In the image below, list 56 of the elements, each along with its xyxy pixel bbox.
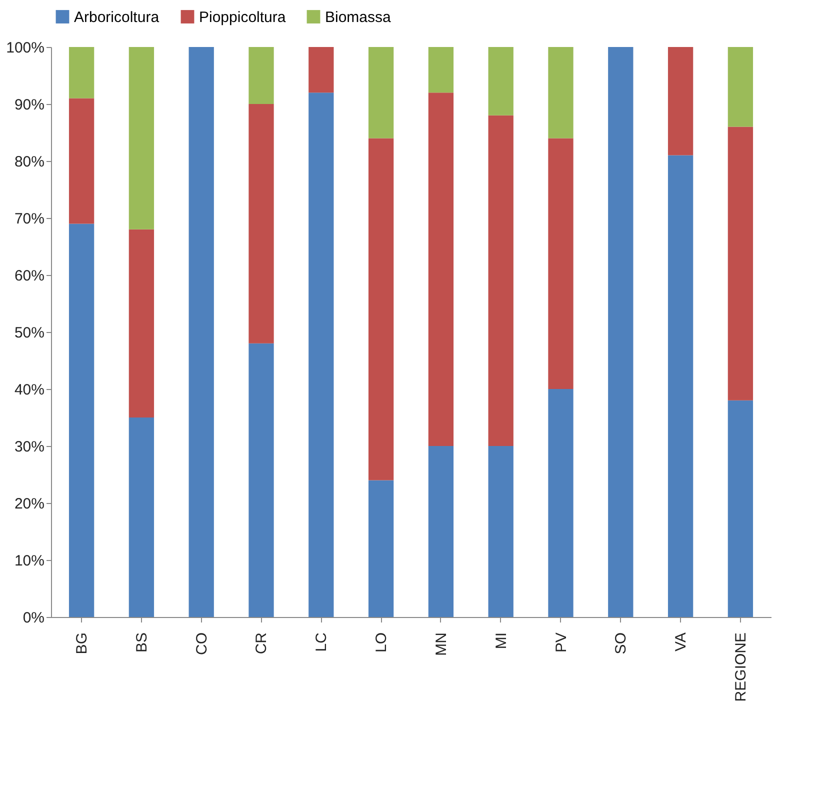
x-tick-label: VA	[672, 632, 690, 652]
bar	[728, 126, 754, 400]
x-tick-label: MN	[432, 632, 450, 656]
bar	[128, 47, 154, 230]
bar	[728, 47, 754, 127]
bar	[488, 446, 514, 617]
bar	[248, 104, 274, 344]
x-tick-label: BG	[74, 632, 91, 654]
x-tick-label: LC	[313, 632, 330, 652]
y-tick-label: 30%	[14, 438, 44, 456]
y-tick-label: 10%	[14, 552, 44, 570]
legend-label: Arboricoltura	[74, 8, 160, 26]
x-tick-label: LO	[373, 632, 390, 653]
y-tick-label: 50%	[14, 324, 44, 342]
x-tick-label: PV	[552, 632, 570, 653]
bar	[668, 155, 694, 617]
x-tick-label: CO	[193, 632, 210, 655]
y-tick-label: 90%	[14, 96, 44, 114]
bar	[68, 47, 94, 98]
bar	[128, 418, 154, 617]
bar	[428, 47, 454, 93]
bar	[548, 47, 574, 138]
bar	[428, 92, 454, 446]
bar	[548, 389, 574, 617]
y-tick-label: 70%	[14, 210, 44, 228]
bar	[548, 138, 574, 389]
bar	[368, 47, 394, 138]
y-tick-label: 80%	[14, 154, 44, 170]
bar	[488, 47, 514, 116]
bar	[68, 98, 94, 224]
bar	[308, 92, 334, 617]
bar	[668, 47, 694, 156]
bar	[428, 446, 454, 617]
y-tick-label: 40%	[14, 382, 44, 398]
legend-label: Biomassa	[325, 8, 392, 26]
x-tick-label: MI	[492, 632, 510, 650]
x-tick-label: CR	[253, 632, 270, 654]
bar	[188, 47, 214, 617]
bar	[248, 343, 274, 617]
bar	[728, 400, 754, 617]
x-tick-label: BS	[133, 632, 150, 653]
y-tick-label: 100%	[6, 40, 44, 56]
x-tick-label: REGIONE	[732, 632, 750, 702]
bar	[488, 115, 514, 446]
bar	[68, 224, 94, 617]
bar	[368, 138, 394, 480]
y-tick-label: 60%	[14, 268, 44, 284]
legend-label: Pioppicoltura	[199, 8, 286, 26]
y-tick-label: 20%	[14, 496, 44, 512]
y-tick-label: 0%	[22, 610, 44, 626]
bar	[128, 229, 154, 418]
bar	[248, 47, 274, 104]
bar	[308, 47, 334, 93]
x-tick-label: SO	[612, 632, 630, 654]
bar	[608, 47, 634, 617]
bar	[368, 480, 394, 617]
